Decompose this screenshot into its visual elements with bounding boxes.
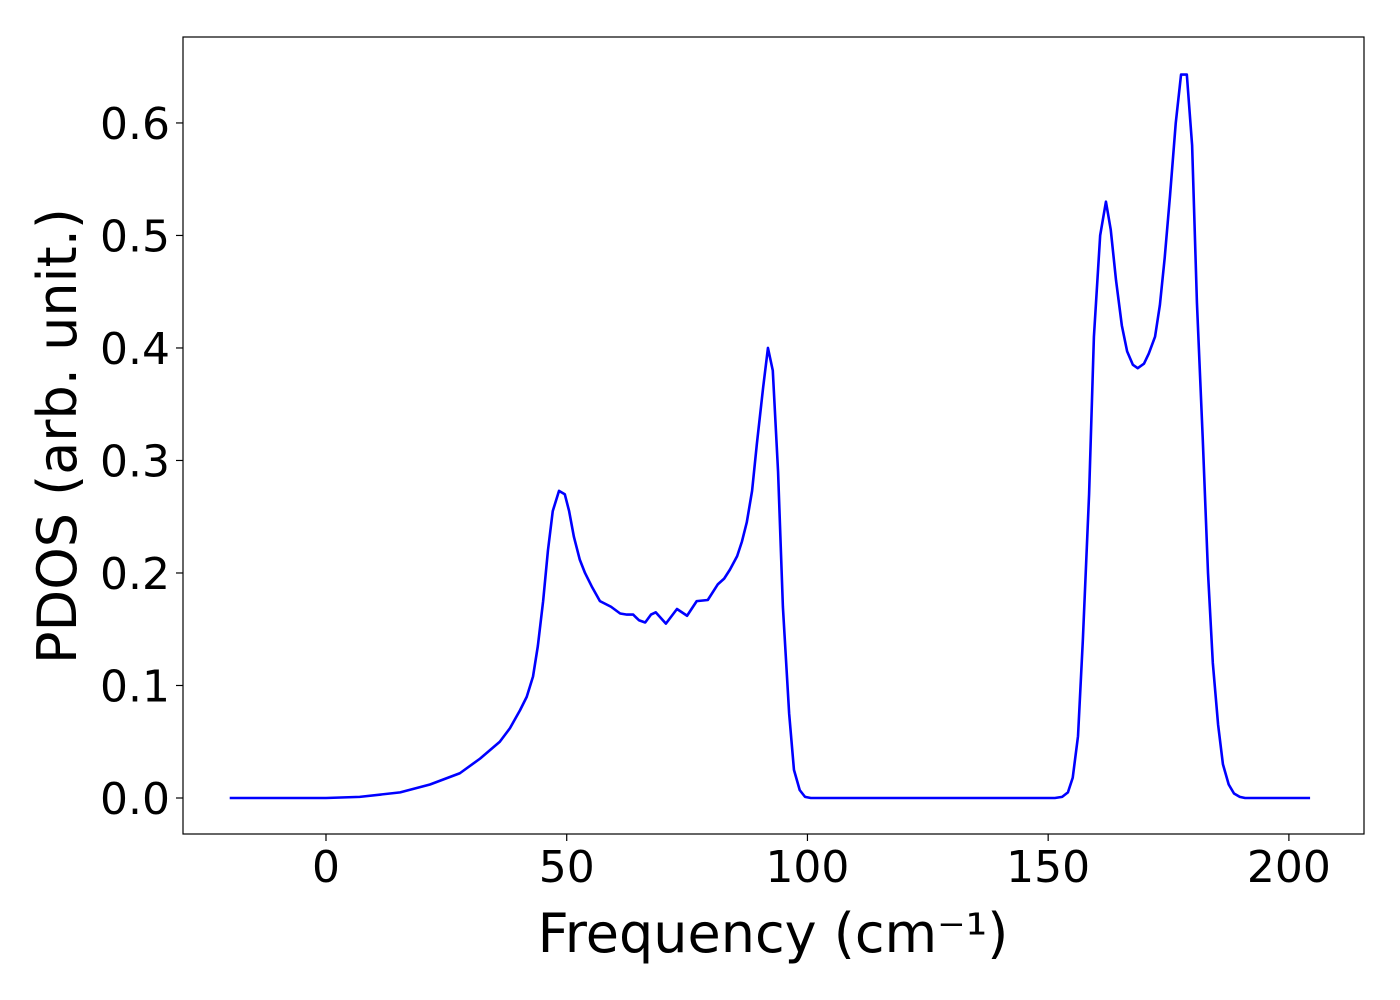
- y-tick-label: 0.1: [100, 661, 170, 712]
- y-tick-label: 0.6: [100, 99, 170, 150]
- plot-frame: [182, 36, 1365, 835]
- y-tick-label: 0.5: [100, 211, 170, 262]
- x-tick-label: 200: [1247, 842, 1331, 893]
- y-axis-label: PDOS (arb. unit.): [26, 208, 89, 664]
- y-tick-label: 0.4: [100, 324, 170, 375]
- y-tick-label: 0.0: [100, 774, 170, 825]
- y-tick-label: 0.3: [100, 436, 170, 487]
- data-line: [229, 73, 1311, 800]
- x-tick-label: 50: [539, 842, 595, 893]
- x-tick-label: 0: [312, 842, 340, 893]
- x-tick-label: 150: [1006, 842, 1090, 893]
- x-tick-label: 100: [765, 842, 849, 893]
- x-axis-label: Frequency (cm⁻¹): [538, 902, 1009, 965]
- y-tick-label: 0.2: [100, 549, 170, 600]
